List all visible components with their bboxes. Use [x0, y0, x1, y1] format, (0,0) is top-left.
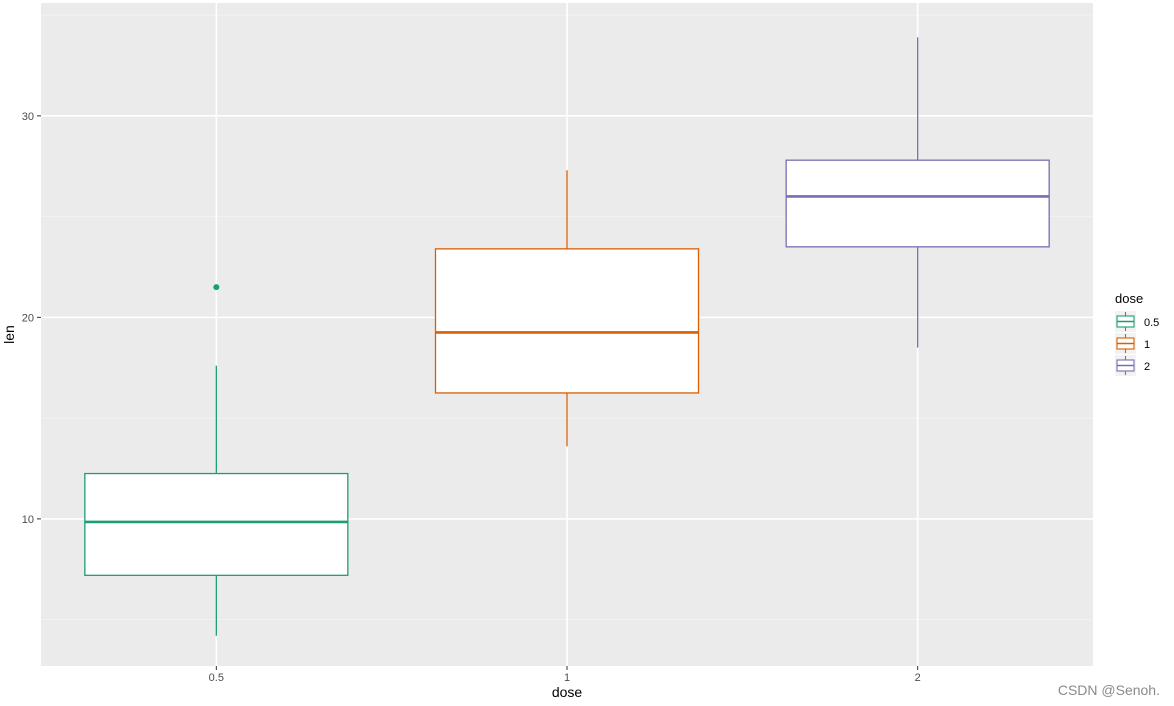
- x-tick-label: 0.5: [209, 672, 224, 684]
- box-iqr: [434, 248, 700, 394]
- legend: dose 0.5 1 2: [1115, 291, 1159, 376]
- box-2: [785, 37, 1050, 348]
- x-axis: 0.5 1 2: [209, 666, 921, 684]
- legend-label: 0.5: [1144, 317, 1159, 329]
- y-tick-label: 20: [22, 312, 34, 324]
- legend-item-0.5: 0.5: [1115, 311, 1159, 332]
- legend-item-1: 1: [1115, 333, 1150, 354]
- box-iqr: [84, 472, 349, 576]
- box-iqr: [785, 159, 1050, 248]
- x-tick-label: 1: [564, 672, 570, 684]
- legend-title: dose: [1115, 291, 1143, 306]
- x-tick-label: 2: [915, 672, 921, 684]
- y-axis-title: len: [1, 325, 17, 344]
- y-axis: 10 20 30: [22, 111, 41, 526]
- boxes-layer: [84, 37, 1050, 636]
- legend-item-2: 2: [1115, 355, 1150, 376]
- y-tick-label: 10: [22, 514, 34, 526]
- box-1: [434, 170, 700, 447]
- outlier-point: [213, 284, 220, 291]
- y-tick-label: 30: [22, 111, 34, 123]
- legend-label: 2: [1144, 361, 1150, 373]
- legend-label: 1: [1144, 339, 1150, 351]
- watermark-text: CSDN @Senoh.: [1058, 682, 1160, 698]
- x-axis-title: dose: [552, 684, 583, 700]
- box-0.5: [84, 284, 349, 636]
